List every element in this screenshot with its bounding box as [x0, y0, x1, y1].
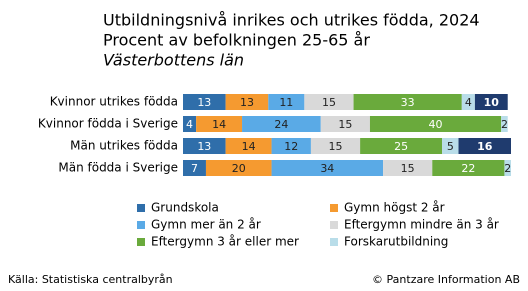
bar-segment	[271, 160, 384, 176]
bar-segment	[369, 116, 502, 132]
legend-swatch	[137, 221, 145, 229]
bar-segment	[304, 94, 354, 110]
bar-segment	[461, 94, 475, 110]
data-label: 4	[186, 118, 193, 131]
data-label: 34	[320, 162, 334, 175]
bar-segment	[353, 94, 462, 110]
data-label: 15	[329, 140, 343, 153]
legend-swatch	[330, 221, 338, 229]
data-label: 2	[504, 162, 511, 175]
bar-segment	[205, 160, 272, 176]
bar-segment	[504, 160, 511, 176]
bar-segment	[432, 160, 505, 176]
bar-segment	[501, 116, 508, 132]
chart-region: Västerbottens län	[103, 51, 244, 70]
legend-swatch	[137, 204, 145, 212]
data-label: 2	[501, 118, 508, 131]
legend-label: Eftergymn 3 år eller mer	[151, 235, 299, 249]
category-label: Män födda i Sverige	[58, 161, 178, 175]
category-label: Kvinnor utrikes födda	[50, 95, 178, 109]
bar-segment	[474, 94, 508, 110]
data-label: 4	[465, 96, 472, 109]
data-label: 20	[232, 162, 246, 175]
data-label: 15	[322, 96, 336, 109]
data-label: 11	[279, 96, 293, 109]
bar-segment	[242, 116, 321, 132]
legend-label: Gymn mer än 2 år	[151, 218, 261, 232]
legend-label: Gymn högst 2 år	[344, 201, 445, 215]
bar-segment	[320, 116, 370, 132]
source: Källa: Statistiska centralbyrån	[8, 273, 173, 286]
bar-segment	[183, 94, 226, 110]
data-label: 13	[197, 96, 211, 109]
bar-segment	[196, 116, 243, 132]
bar-segment	[183, 160, 206, 176]
legend-label: Eftergymn mindre än 3 år	[344, 218, 499, 232]
category-label: Kvinnor födda i Sverige	[38, 117, 178, 131]
legend-label: Forskarutbildning	[344, 235, 448, 249]
data-label: 33	[401, 96, 415, 109]
data-label: 40	[429, 118, 443, 131]
data-label: 15	[338, 118, 352, 131]
data-label: 14	[242, 140, 256, 153]
copyright: © Pantzare Information AB	[372, 273, 520, 286]
data-label: 5	[447, 140, 454, 153]
chart-subtitle: Procent av befolkningen 25-65 år	[103, 31, 370, 50]
bar-segment	[225, 138, 272, 154]
data-label: 24	[274, 118, 288, 131]
data-label: 7	[191, 162, 198, 175]
data-label: 13	[240, 96, 254, 109]
bar-segment	[442, 138, 459, 154]
data-label: 16	[477, 140, 493, 153]
data-label: 12	[284, 140, 298, 153]
bar-segment	[183, 116, 197, 132]
legend-label: Grundskola	[151, 201, 219, 215]
bar-segment	[360, 138, 443, 154]
data-label: 14	[212, 118, 226, 131]
legend-swatch	[137, 238, 145, 246]
bar-segment	[310, 138, 361, 154]
category-label: Män utrikes födda	[70, 139, 178, 153]
bar-segment	[271, 138, 311, 154]
legend-swatch	[330, 238, 338, 246]
bar-segment	[225, 94, 269, 110]
data-label: 22	[461, 162, 475, 175]
bar-segment	[458, 138, 511, 154]
data-label: 10	[484, 96, 500, 109]
legend-swatch	[330, 204, 338, 212]
bar-segment	[268, 94, 305, 110]
bar-segment	[183, 138, 226, 154]
bar-segment	[383, 160, 433, 176]
data-label: 25	[394, 140, 408, 153]
data-label: 13	[197, 140, 211, 153]
data-label: 15	[401, 162, 415, 175]
chart-title: Utbildningsnivå inrikes och utrikes född…	[103, 11, 480, 30]
